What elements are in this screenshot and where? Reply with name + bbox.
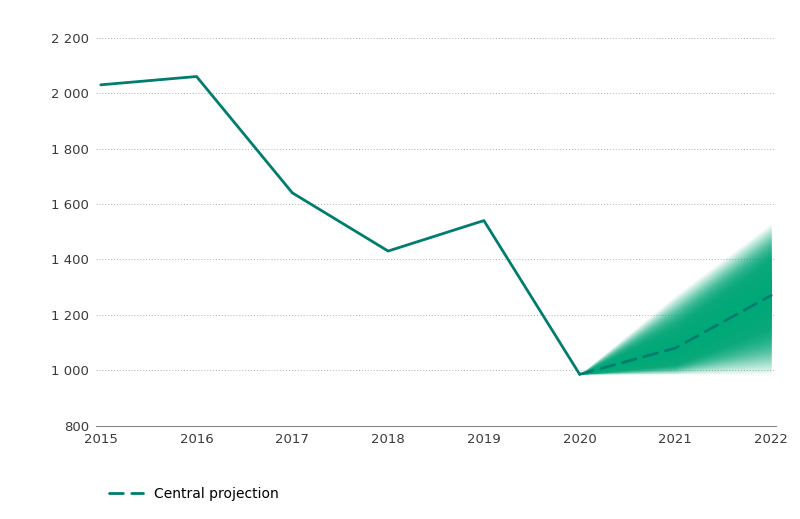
Legend: Central projection: Central projection xyxy=(103,482,285,507)
